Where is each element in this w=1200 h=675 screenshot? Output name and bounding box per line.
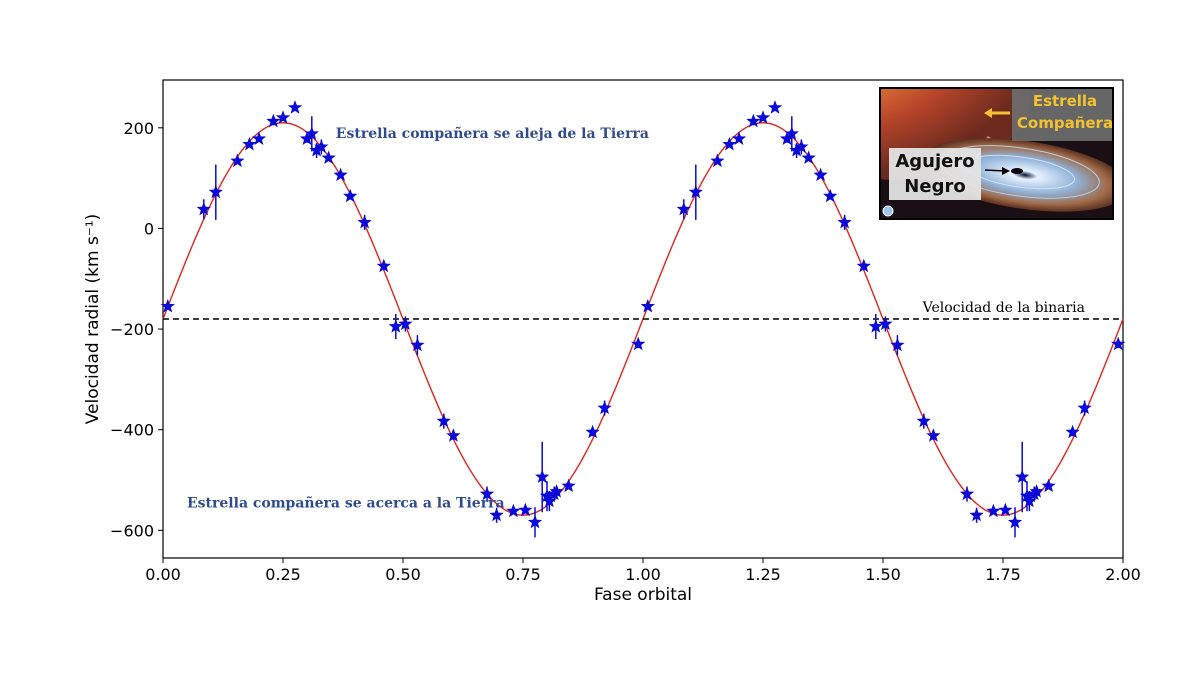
data-point-star bbox=[561, 478, 576, 493]
inset-label-bh-2: Negro bbox=[904, 176, 965, 197]
y-axis-label: Velocidad radial (km s⁻¹) bbox=[83, 214, 103, 425]
y-tick-label: −600 bbox=[110, 521, 154, 540]
data-point-star bbox=[489, 507, 504, 522]
data-point-star bbox=[789, 142, 804, 157]
data-point-star bbox=[539, 488, 555, 503]
data-point-star bbox=[398, 316, 413, 331]
data-point-star bbox=[837, 214, 852, 229]
x-tick-label: 0.50 bbox=[385, 565, 421, 584]
data-point-star bbox=[321, 150, 336, 165]
data-point-star bbox=[388, 319, 403, 333]
data-point-star bbox=[242, 136, 257, 151]
inset-illustration: Estrella Compañera Agujero Negro bbox=[879, 87, 1114, 220]
data-point-star bbox=[878, 316, 893, 331]
inset-label-star-1: Estrella bbox=[1033, 92, 1097, 110]
x-tick-label: 0.00 bbox=[145, 565, 181, 584]
data-point-star bbox=[779, 131, 795, 145]
data-point-star bbox=[1022, 493, 1037, 508]
data-point-star bbox=[597, 400, 612, 415]
data-point-star bbox=[309, 142, 324, 157]
data-point-star bbox=[1007, 514, 1023, 529]
binary-velocity-label: Velocidad de la binaria bbox=[922, 300, 1085, 316]
data-point-star bbox=[1077, 400, 1092, 415]
data-point-star bbox=[969, 507, 984, 522]
data-point-star bbox=[1019, 488, 1035, 503]
y-tick-label: −400 bbox=[110, 421, 154, 440]
data-point-star bbox=[890, 337, 905, 352]
annotation-moving-away: Estrella compañera se aleja de la Tierra bbox=[336, 125, 649, 142]
x-tick-label: 1.75 bbox=[985, 565, 1021, 584]
axis-ticks: 0.00 0.25 0.50 0.75 1.00 1.25 1.50 1.75 2.00 200 0… bbox=[110, 119, 1141, 584]
y-tick-label: 0 bbox=[144, 219, 154, 238]
data-point-star bbox=[160, 298, 175, 313]
data-point-star bbox=[436, 413, 451, 428]
y-tick-label: 200 bbox=[123, 119, 154, 138]
data-point-star bbox=[813, 167, 828, 182]
data-point-star bbox=[823, 188, 838, 203]
data-point-star bbox=[731, 131, 747, 145]
data-point-star bbox=[266, 113, 281, 128]
inset-label-star-2: Compañera bbox=[1017, 114, 1113, 132]
data-point-star bbox=[196, 201, 211, 216]
x-axis-label: Fase orbital bbox=[594, 585, 692, 605]
data-point-star bbox=[542, 493, 557, 508]
data-point-star bbox=[230, 153, 245, 168]
data-point-star bbox=[208, 184, 223, 199]
data-point-star bbox=[527, 514, 543, 529]
x-tick-label: 0.75 bbox=[505, 565, 541, 584]
data-point-star bbox=[746, 113, 761, 128]
data-point-star bbox=[357, 214, 372, 229]
y-tick-label: −200 bbox=[110, 320, 154, 339]
data-point-star bbox=[479, 486, 495, 501]
data-point-star bbox=[314, 139, 329, 153]
data-point-star bbox=[1015, 469, 1030, 484]
data-point-star bbox=[784, 126, 799, 140]
data-point-star bbox=[688, 184, 703, 199]
data-point-star bbox=[755, 110, 771, 124]
data-point-star bbox=[801, 150, 816, 165]
data-point-star bbox=[304, 126, 319, 140]
data-point-star bbox=[585, 424, 600, 439]
data-point-star bbox=[710, 153, 725, 168]
x-tick-label: 1.25 bbox=[745, 565, 781, 584]
x-tick-label: 0.25 bbox=[265, 565, 301, 584]
data-point-star bbox=[998, 502, 1013, 517]
data-point-star bbox=[446, 428, 461, 442]
data-point-star bbox=[535, 469, 550, 484]
data-point-star bbox=[959, 486, 975, 501]
data-point-star bbox=[631, 336, 646, 351]
data-point-star bbox=[299, 131, 315, 145]
data-point-star bbox=[794, 139, 809, 153]
data-point-star bbox=[856, 258, 871, 273]
x-tick-label: 1.50 bbox=[865, 565, 901, 584]
data-point-star bbox=[926, 428, 941, 442]
data-point-star bbox=[549, 484, 564, 498]
data-points bbox=[160, 100, 1126, 538]
data-point-star bbox=[506, 503, 521, 518]
annotation-approaching: Estrella compañera se acerca a la Tierra bbox=[187, 495, 505, 512]
data-point-star bbox=[767, 100, 783, 114]
data-point-star bbox=[1065, 424, 1080, 439]
data-point-star bbox=[676, 201, 691, 216]
data-point-star bbox=[722, 136, 737, 151]
data-point-star bbox=[376, 258, 391, 273]
data-point-star bbox=[410, 337, 425, 352]
data-point-star bbox=[333, 167, 348, 182]
x-tick-label: 1.00 bbox=[625, 565, 661, 584]
data-point-star bbox=[287, 100, 303, 114]
data-point-star bbox=[986, 503, 1001, 518]
data-point-star bbox=[343, 188, 358, 203]
data-point-star bbox=[1041, 478, 1056, 493]
data-point-star bbox=[1029, 484, 1044, 498]
inset-label-bh-1: Agujero bbox=[895, 151, 974, 172]
data-point-star bbox=[518, 502, 533, 517]
data-point-star bbox=[916, 413, 931, 428]
x-tick-label: 2.00 bbox=[1105, 565, 1141, 584]
data-point-star bbox=[1111, 336, 1126, 351]
data-point-star bbox=[275, 110, 291, 124]
data-point-star bbox=[640, 298, 655, 313]
data-point-star bbox=[251, 131, 267, 145]
data-point-star bbox=[868, 319, 883, 333]
